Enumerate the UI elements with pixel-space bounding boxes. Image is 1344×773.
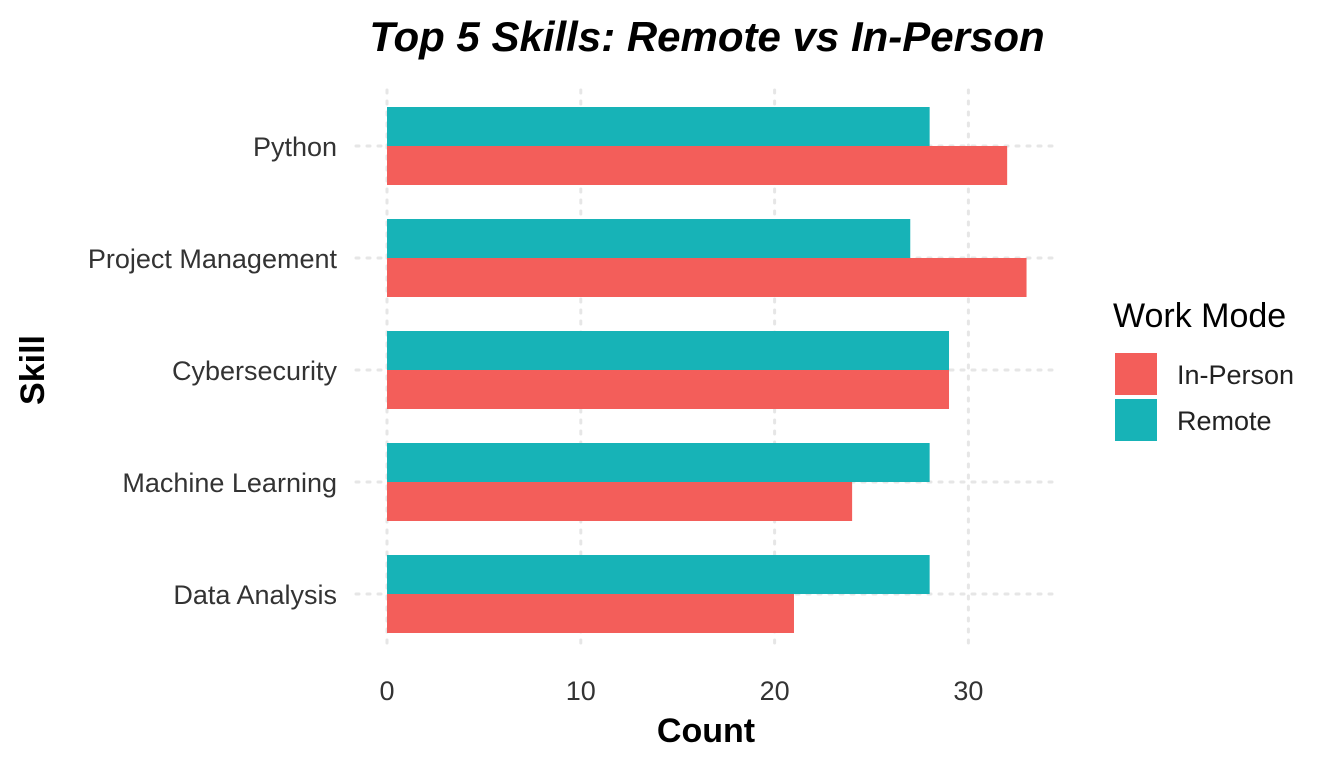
bar-in-person-cybersecurity: [387, 370, 950, 409]
x-tick-label: 0: [379, 676, 394, 706]
x-tick-label: 30: [953, 676, 983, 706]
y-tick-label: Python: [253, 132, 337, 162]
x-tick-labels: 0 10 20 30: [379, 676, 983, 706]
y-tick-label: Data Analysis: [173, 580, 337, 610]
legend-title: Work Mode: [1113, 297, 1286, 335]
bar-in-person-project-management: [387, 258, 1027, 297]
bar-remote-data-analysis: [387, 555, 930, 594]
legend-swatch-in-person: [1115, 353, 1157, 395]
legend-items: In-Person Remote: [1115, 353, 1294, 441]
bars-layer: [387, 107, 1027, 633]
y-tick-label: Cybersecurity: [172, 356, 338, 386]
y-tick-label: Project Management: [88, 244, 338, 274]
bar-remote-machine-learning: [387, 443, 930, 482]
bar-remote-python: [387, 107, 930, 146]
bar-remote-cybersecurity: [387, 331, 950, 370]
legend-label-remote: Remote: [1177, 406, 1272, 436]
y-axis-title: Skill: [14, 335, 52, 405]
bar-remote-project-management: [387, 219, 911, 258]
bar-in-person-python: [387, 146, 1008, 185]
x-tick-label: 10: [566, 676, 596, 706]
y-tick-labels: Python Project Management Cybersecurity Mac…: [88, 132, 338, 610]
y-tick-label: Machine Learning: [122, 468, 337, 498]
legend-swatch-remote: [1115, 399, 1157, 441]
chart-title: Top 5 Skills: Remote vs In-Person: [369, 13, 1044, 60]
legend-label-in-person: In-Person: [1177, 360, 1294, 390]
legend: Work Mode In-Person Remote: [1113, 297, 1294, 441]
bar-in-person-data-analysis: [387, 594, 794, 633]
x-axis-title: Count: [657, 712, 755, 750]
bar-in-person-machine-learning: [387, 482, 853, 521]
x-tick-label: 20: [760, 676, 790, 706]
